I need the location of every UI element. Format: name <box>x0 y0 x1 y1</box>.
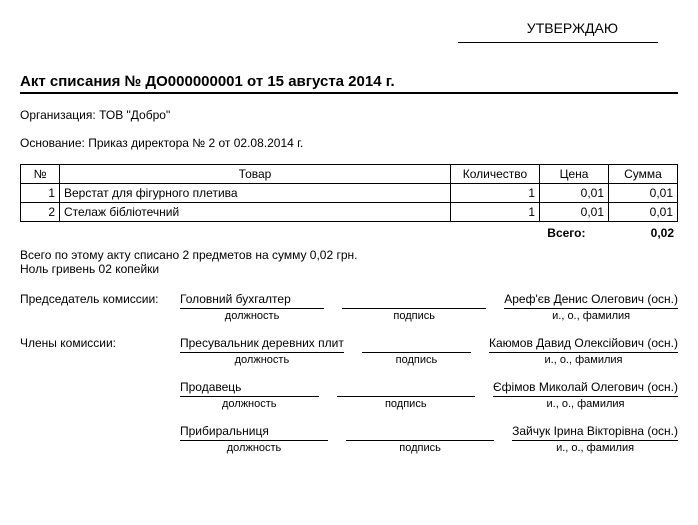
signature-role-label: Председатель комиссии: <box>20 292 180 306</box>
totals-row: Всего: 0,02 <box>20 226 678 240</box>
total-value: 0,02 <box>651 226 674 240</box>
approve-label: УТВЕРЖДАЮ <box>20 20 678 36</box>
signature-caption-position: должность <box>180 442 328 454</box>
org-value: ТОВ "Добро" <box>99 108 170 122</box>
signature-cell-position: Головний бухгалтердолжность <box>180 292 324 322</box>
signature-cell-name: Ареф'єв Денис Олегович (осн.)и., о., фам… <box>504 292 678 322</box>
signature-row: Члены комиссии:Пресувальник деревних пли… <box>20 336 678 366</box>
summary-line-1: Всего по этому акту списано 2 предметов … <box>20 248 678 262</box>
signature-caption-name: и., о., фамилия <box>504 310 678 322</box>
signature-columns: Головний бухгалтердолжность подпись Ареф'є… <box>180 292 678 322</box>
table-row: 1Верстат для фігурного плетива10,010,01 <box>21 184 678 203</box>
signature-caption-sign: подпись <box>342 310 486 322</box>
signature-line-name: Ареф'єв Денис Олегович (осн.) <box>504 292 678 309</box>
signature-caption-name: и., о., фамилия <box>489 354 678 366</box>
signature-cell-sign: подпись <box>337 380 476 410</box>
signature-cell-position: Пресувальник деревних плитдолжность <box>180 336 344 366</box>
cell-num: 1 <box>21 184 60 203</box>
signature-cell-sign: подпись <box>342 292 486 322</box>
signature-caption-position: должность <box>180 398 319 410</box>
summary-line-2: Ноль гривень 02 копейки <box>20 262 678 276</box>
signature-cell-name: Каюмов Давид Олексійович (осн.)и., о., ф… <box>489 336 678 366</box>
signature-columns: Продавецьдолжность подпись Єфімов Миколай … <box>180 380 678 410</box>
signature-cell-name: Єфімов Миколай Олегович (осн.)и., о., фа… <box>493 380 678 410</box>
signature-row: Председатель комиссии:Головний бухгалтер… <box>20 292 678 322</box>
cell-num: 2 <box>21 203 60 222</box>
title-underline <box>20 92 678 94</box>
table-header-row: № Товар Количество Цена Сумма <box>21 165 678 184</box>
cell-qty: 1 <box>451 184 540 203</box>
signature-columns: Прибиральницядолжность подпись Зайчук Ірин… <box>180 424 678 454</box>
total-label: Всего: <box>547 226 617 240</box>
signature-cell-position: Прибиральницядолжность <box>180 424 328 454</box>
signature-columns: Пресувальник деревних плитдолжность подпи… <box>180 336 678 366</box>
signature-caption-sign: подпись <box>337 398 476 410</box>
doc-title: Акт списания № ДО000000001 от 15 августа… <box>20 73 678 90</box>
basis-label: Основание: <box>20 136 85 150</box>
signature-caption-sign: подпись <box>346 442 494 454</box>
approve-signature-line <box>458 42 658 43</box>
org-field: Организация: ТОВ "Добро" <box>20 108 678 122</box>
signature-caption-name: и., о., фамилия <box>493 398 678 410</box>
org-label: Организация: <box>20 108 96 122</box>
cell-price: 0,01 <box>540 184 609 203</box>
col-header-qty: Количество <box>451 165 540 184</box>
signature-cell-sign: подпись <box>346 424 494 454</box>
signature-line-name: Зайчук Ірина Вікторівна (осн.) <box>512 424 678 441</box>
signature-role-label: Члены комиссии: <box>20 336 180 350</box>
signature-line-sign <box>337 380 476 397</box>
signature-cell-name: Зайчук Ірина Вікторівна (осн.)и., о., фа… <box>512 424 678 454</box>
signatures-block: Председатель комиссии:Головний бухгалтер… <box>20 292 678 454</box>
table-row: 2Стелаж бібліотечний10,010,01 <box>21 203 678 222</box>
items-table: № Товар Количество Цена Сумма 1Верстат д… <box>20 164 678 222</box>
cell-name: Стелаж бібліотечний <box>60 203 451 222</box>
col-header-price: Цена <box>540 165 609 184</box>
cell-sum: 0,01 <box>609 184 678 203</box>
basis-value: Приказ директора № 2 от 02.08.2014 г. <box>88 136 303 150</box>
signature-line-name: Каюмов Давид Олексійович (осн.) <box>489 336 678 353</box>
signature-line-sign <box>362 336 471 353</box>
cell-name: Верстат для фігурного плетива <box>60 184 451 203</box>
signature-line-sign <box>342 292 486 309</box>
signature-line-position: Головний бухгалтер <box>180 292 324 309</box>
basis-field: Основание: Приказ директора № 2 от 02.08… <box>20 136 678 150</box>
signature-cell-sign: подпись <box>362 336 471 366</box>
signature-caption-sign: подпись <box>362 354 471 366</box>
signature-line-position: Прибиральниця <box>180 424 328 441</box>
col-header-name: Товар <box>60 165 451 184</box>
signature-line-name: Єфімов Миколай Олегович (осн.) <box>493 380 678 397</box>
cell-sum: 0,01 <box>609 203 678 222</box>
col-header-num: № <box>21 165 60 184</box>
signature-row: Продавецьдолжность подпись Єфімов Миколай … <box>20 380 678 410</box>
signature-row: Прибиральницядолжность подпись Зайчук Ірин… <box>20 424 678 454</box>
cell-qty: 1 <box>451 203 540 222</box>
signature-line-position: Продавець <box>180 380 319 397</box>
cell-price: 0,01 <box>540 203 609 222</box>
signature-line-position: Пресувальник деревних плит <box>180 336 344 353</box>
signature-caption-name: и., о., фамилия <box>512 442 678 454</box>
col-header-sum: Сумма <box>609 165 678 184</box>
signature-cell-position: Продавецьдолжность <box>180 380 319 410</box>
signature-caption-position: должность <box>180 354 344 366</box>
signature-caption-position: должность <box>180 310 324 322</box>
signature-line-sign <box>346 424 494 441</box>
